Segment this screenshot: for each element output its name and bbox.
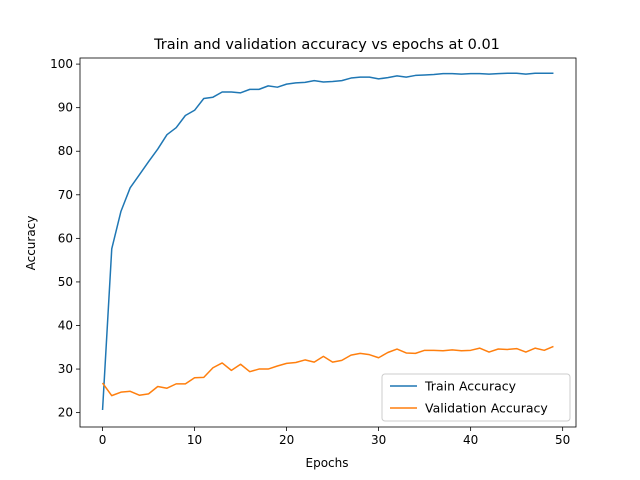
y-tick-label: 80 bbox=[58, 144, 73, 158]
chart-title: Train and validation accuracy vs epochs … bbox=[153, 37, 500, 53]
x-tick-label: 40 bbox=[463, 433, 478, 447]
y-tick-label: 70 bbox=[58, 188, 73, 202]
legend-label-validation-accuracy: Validation Accuracy bbox=[425, 401, 548, 416]
legend: Train Accuracy Validation Accuracy bbox=[381, 373, 571, 422]
x-tick-label: 20 bbox=[279, 433, 294, 447]
x-tick-label: 0 bbox=[99, 433, 107, 447]
axes: 0 10 20 30 40 50 20 30 40 50 60 70 80 90 100 bbox=[50, 57, 577, 447]
x-tick-label: 50 bbox=[555, 433, 570, 447]
series-line-validation-accuracy bbox=[101, 345, 554, 397]
y-tick-label: 60 bbox=[58, 231, 73, 245]
x-axis-label: Epochs bbox=[306, 456, 349, 470]
legend-label-train-accuracy: Train Accuracy bbox=[424, 379, 517, 394]
x-tick-label: 10 bbox=[187, 433, 202, 447]
y-tick-label: 40 bbox=[58, 318, 73, 332]
y-tick-label: 50 bbox=[58, 275, 73, 289]
y-tick-label: 90 bbox=[58, 101, 73, 115]
plot-area bbox=[101, 72, 554, 411]
y-tick-label: 20 bbox=[58, 406, 73, 420]
series-line-train-accuracy bbox=[101, 72, 554, 411]
legend-box bbox=[381, 373, 571, 422]
y-tick-label: 100 bbox=[50, 57, 73, 71]
y-tick-label: 30 bbox=[58, 362, 73, 376]
x-tick-label: 30 bbox=[371, 433, 386, 447]
y-axis-label: Accuracy bbox=[24, 216, 38, 271]
axes-frame bbox=[79, 57, 577, 428]
